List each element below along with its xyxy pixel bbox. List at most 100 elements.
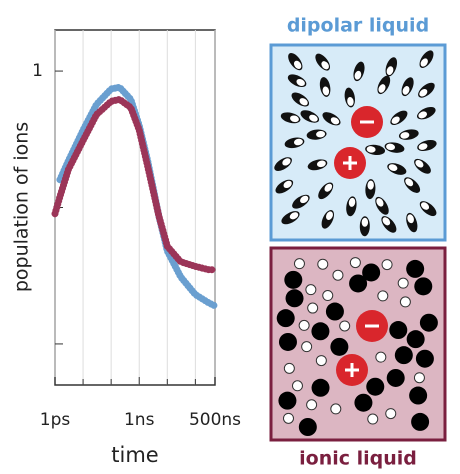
dipole <box>346 196 357 217</box>
dipole-end <box>316 130 326 138</box>
dipole-end <box>354 70 362 80</box>
anion <box>366 377 385 396</box>
dipole <box>406 212 418 233</box>
dipole <box>280 112 301 124</box>
x-tick-label: 1ns <box>124 410 155 430</box>
cation <box>291 380 303 392</box>
dipole-end <box>296 78 305 86</box>
dipole <box>384 142 405 153</box>
anion <box>406 259 425 278</box>
cation <box>349 257 361 269</box>
anion <box>354 393 373 412</box>
dipole <box>359 216 370 237</box>
cation <box>385 408 397 420</box>
cation <box>339 320 351 332</box>
dipole-end <box>418 111 427 119</box>
dipole-end <box>347 96 354 106</box>
dipole <box>419 201 437 217</box>
dipole <box>381 216 397 233</box>
dipole <box>385 57 398 77</box>
anion <box>394 346 413 365</box>
dipole <box>306 129 327 140</box>
dipole <box>404 177 421 193</box>
dipole-end <box>407 214 414 224</box>
dipole-end <box>299 98 308 106</box>
cation <box>306 399 318 411</box>
anion <box>278 391 297 410</box>
dipole-end <box>326 211 333 220</box>
anion <box>415 349 434 368</box>
cation <box>298 319 310 331</box>
panel-title: ionic liquid <box>299 448 417 470</box>
dipole-end <box>283 180 292 189</box>
dipole-end <box>367 180 374 190</box>
x-tick-label: 1ps <box>40 410 71 430</box>
dipole-end <box>330 117 340 125</box>
dipole-end <box>361 217 369 227</box>
cation <box>282 412 294 424</box>
dipole-end <box>388 164 398 172</box>
dipole <box>300 110 320 123</box>
dipole-end <box>386 66 394 75</box>
cation <box>377 290 389 302</box>
plot-frame <box>54 29 216 386</box>
cation <box>307 302 319 314</box>
dipole <box>353 61 365 82</box>
dipole-end <box>316 160 326 168</box>
cation <box>317 258 329 270</box>
dipole <box>315 53 331 71</box>
cation <box>375 351 387 363</box>
dipole <box>401 77 414 97</box>
dipole <box>365 144 386 156</box>
dipole <box>416 107 436 120</box>
dipole <box>307 159 328 171</box>
anion <box>278 332 297 351</box>
dipole <box>284 137 305 149</box>
anion <box>419 313 438 332</box>
cation <box>397 277 409 289</box>
dipole-end <box>400 132 410 139</box>
anion <box>349 274 368 293</box>
dipole-end <box>405 178 414 187</box>
dipole-end <box>293 60 302 69</box>
dipole <box>387 163 407 175</box>
dipole <box>319 77 331 97</box>
dipole-end <box>300 195 309 204</box>
dipole <box>291 92 310 107</box>
anion <box>276 309 295 328</box>
dipole-end <box>420 58 428 67</box>
dipole <box>377 75 391 95</box>
dipole <box>274 157 292 171</box>
anion <box>409 386 428 405</box>
dipole-end <box>421 202 430 210</box>
dipole <box>287 74 307 87</box>
panel-title: dipolar liquid <box>287 15 429 37</box>
dipole <box>344 87 355 108</box>
dipole-end <box>321 61 329 70</box>
cation <box>322 290 334 302</box>
dipole-end <box>322 86 330 96</box>
dipole-end <box>419 88 428 97</box>
dipole-end <box>289 212 299 220</box>
dipole <box>321 209 334 229</box>
anion <box>284 270 303 289</box>
dipole <box>322 112 341 126</box>
dipole-end <box>402 86 410 95</box>
dipole <box>288 52 303 71</box>
anion <box>362 263 381 282</box>
anion <box>325 302 344 321</box>
cation <box>301 341 313 353</box>
dipole-end <box>282 158 291 166</box>
dipole <box>390 110 408 126</box>
anion <box>311 322 330 341</box>
dipole <box>281 211 300 225</box>
anion <box>389 321 408 340</box>
dipole <box>292 194 310 209</box>
anion <box>298 418 317 437</box>
cation <box>315 355 327 367</box>
y-axis-label: population of ions <box>11 122 33 292</box>
dipole <box>414 158 431 174</box>
cation <box>413 372 425 384</box>
dipole <box>275 179 294 194</box>
